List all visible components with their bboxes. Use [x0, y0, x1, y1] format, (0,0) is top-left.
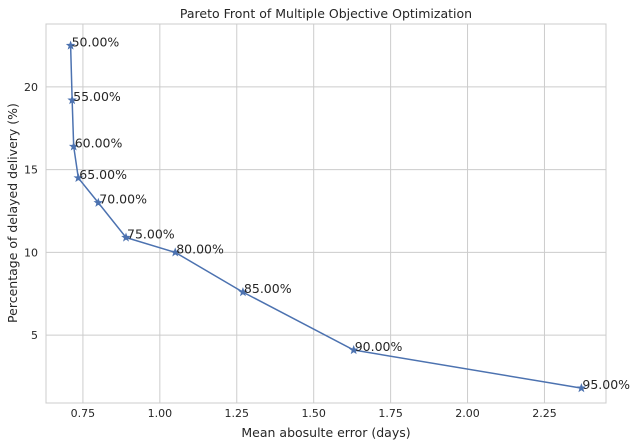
data-point-marker — [73, 172, 84, 182]
data-point-label: 60.00% — [75, 135, 123, 150]
data-point-label: 90.00% — [355, 339, 403, 354]
y-tick-label: 5 — [31, 329, 38, 342]
series-layer — [65, 40, 587, 393]
point-labels: 50.00% 55.00% 60.00% 65.00% 70.00% 75.00%80.0… — [72, 35, 631, 393]
data-point-marker — [238, 287, 248, 297]
data-point-marker — [576, 383, 587, 393]
data-point-marker — [348, 344, 359, 355]
x-tick-label: 1.00 — [148, 407, 173, 420]
data-point-label: 65.00% — [79, 167, 127, 182]
plot-frame — [45, 23, 607, 404]
y-tick-label: 15 — [24, 164, 38, 177]
data-point-label: 75.00% — [127, 226, 175, 241]
x-tick-label: 0.75 — [71, 407, 96, 420]
data-point-marker — [93, 197, 104, 207]
y-tick-label: 10 — [24, 246, 38, 259]
chart-title: Pareto Front of Multiple Objective Optim… — [180, 6, 472, 21]
x-axis-label: Mean abosulte error (days) — [241, 425, 410, 440]
data-point-label: 95.00% — [582, 377, 630, 392]
data-point-label: 85.00% — [244, 281, 292, 296]
data-point-label: 55.00% — [73, 89, 121, 104]
data-point-marker — [65, 40, 76, 50]
x-tick-label: 1.75 — [378, 407, 403, 420]
x-tick-label: 2.00 — [455, 407, 480, 420]
data-point-label: 80.00% — [176, 241, 224, 256]
grid-lines — [46, 24, 606, 403]
tick-labels: 0.75 1.00 1.25 1.50 1.75 2.00 2.25 5 10 15 20 — [24, 81, 557, 420]
x-tick-label: 1.50 — [301, 407, 326, 420]
series-line — [69, 45, 582, 389]
x-tick-label: 2.25 — [532, 407, 557, 420]
data-point-label: 50.00% — [72, 35, 120, 50]
data-point-marker — [68, 141, 79, 151]
y-axis-label: Percentage of delayed delivery (%) — [5, 103, 20, 323]
data-point-marker — [170, 247, 181, 257]
x-tick-label: 1.25 — [225, 407, 250, 420]
data-point-marker — [67, 95, 77, 105]
data-point-label: 70.00% — [99, 192, 147, 207]
y-tick-label: 20 — [24, 81, 38, 94]
data-point-marker — [121, 232, 131, 242]
